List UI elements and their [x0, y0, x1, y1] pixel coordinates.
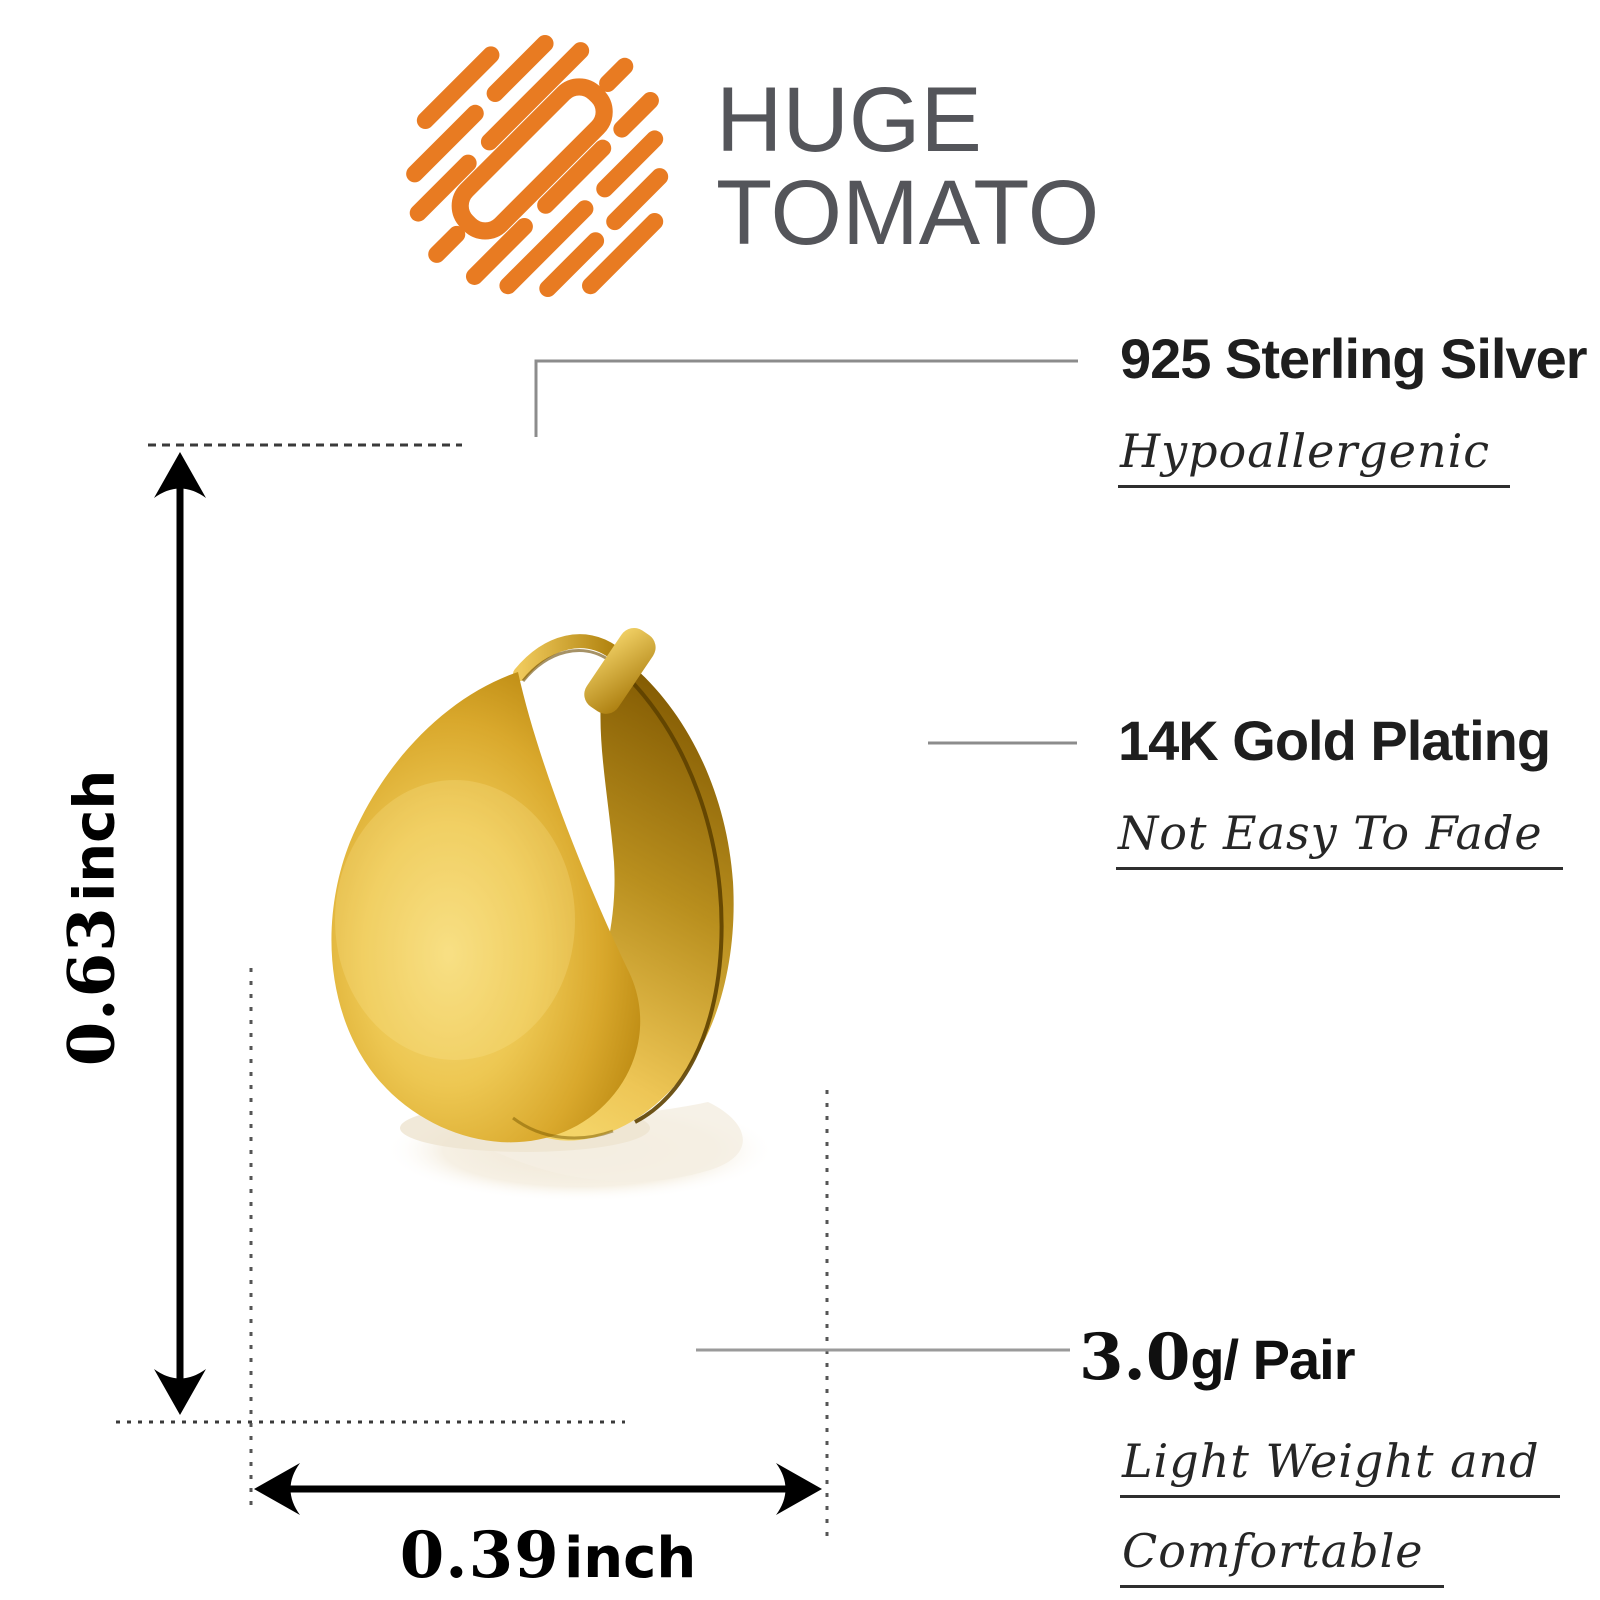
earring-highlight: [335, 780, 575, 1060]
earring-clasp: [584, 627, 656, 714]
width-dimension-label: 0.39 inch: [400, 1518, 696, 1593]
earring-photo: [331, 627, 775, 1202]
brand-name-line2: TOMATO: [716, 162, 1100, 264]
callout-weight-subtitle-line1: Light Weight and: [1120, 1434, 1560, 1498]
height-unit: inch: [62, 769, 128, 902]
earring-wire: [513, 634, 620, 681]
callout-material-title: 925 Sterling Silver: [1120, 327, 1588, 390]
width-arrow: [254, 1463, 822, 1515]
width-unit: inch: [564, 1526, 697, 1591]
callout-weight-subtitle-line2: Comfortable: [1120, 1524, 1444, 1588]
width-value: 0.39: [399, 1518, 560, 1593]
height-dimension-label: 0.63 inch: [55, 770, 130, 1066]
height-arrow: [154, 452, 206, 1415]
earring-wire-shadow-line: [521, 649, 610, 682]
weight-unit: g/ Pair: [1190, 1328, 1355, 1391]
brand-name-line1: HUGE: [716, 69, 982, 171]
earring-inner-surface: [513, 650, 734, 1141]
height-value: 0.63: [54, 906, 130, 1067]
brand-mark-icon: [406, 35, 669, 298]
weight-value: 3.0: [1079, 1320, 1191, 1395]
callout-weight-title: 3.0g/ Pair: [1079, 1320, 1356, 1395]
callout-plating-title: 14K Gold Plating: [1118, 709, 1551, 772]
brand-name: HUGE TOMATO: [716, 74, 1099, 260]
callout-plating-subtitle: Not Easy To Fade: [1116, 806, 1563, 870]
callout-material-subtitle: Hypoallergenic: [1118, 424, 1511, 488]
lead-line-material: [534, 359, 1078, 437]
earring-seam-line: [512, 1116, 614, 1140]
earring-front-bowl: [331, 672, 641, 1143]
earring-rim-line: [616, 666, 724, 1124]
